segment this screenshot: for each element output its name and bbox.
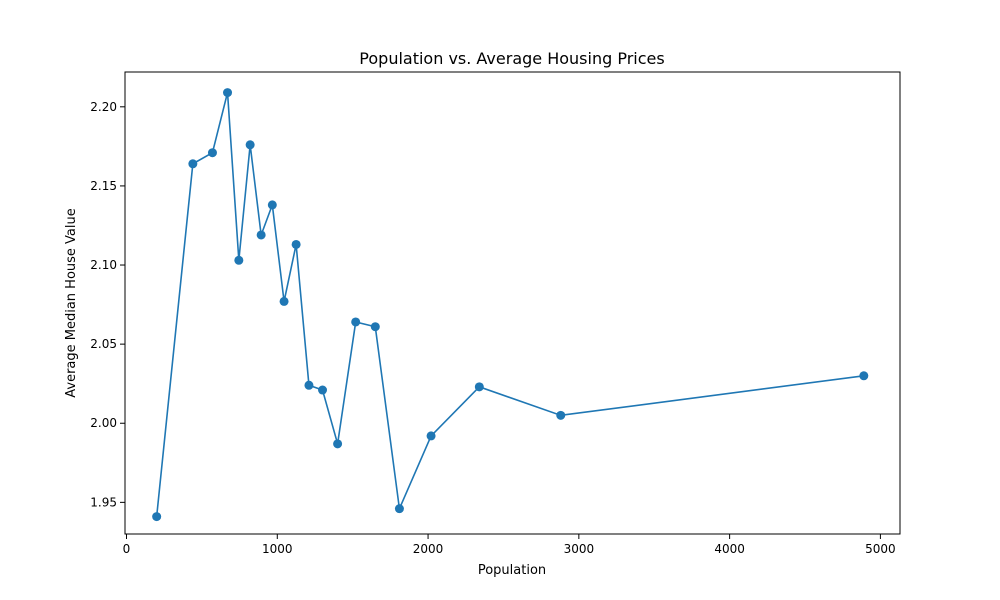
data-point bbox=[370, 322, 380, 332]
data-point bbox=[318, 385, 328, 395]
x-tick-label: 0 bbox=[123, 542, 131, 556]
x-tick-label: 5000 bbox=[865, 542, 896, 556]
y-tick-label: 1.95 bbox=[90, 495, 117, 509]
x-tick-label: 2000 bbox=[413, 542, 444, 556]
data-point bbox=[188, 159, 198, 169]
x-axis: 0 1000 2000 3000 4000 5000 bbox=[123, 534, 896, 556]
data-point bbox=[859, 371, 869, 381]
data-point bbox=[223, 88, 233, 98]
y-tick-label: 2.00 bbox=[90, 416, 117, 430]
x-tick-label: 3000 bbox=[564, 542, 595, 556]
data-point bbox=[245, 140, 255, 150]
y-axis-label: Average Median House Value bbox=[64, 208, 79, 398]
y-tick-label: 2.10 bbox=[90, 258, 117, 272]
data-point bbox=[474, 382, 484, 392]
data-point bbox=[351, 317, 361, 327]
y-tick-label: 2.05 bbox=[90, 337, 117, 351]
series-line bbox=[155, 92, 864, 517]
data-point bbox=[291, 239, 301, 249]
data-point bbox=[333, 439, 343, 449]
data-point bbox=[207, 148, 217, 158]
data-point bbox=[304, 380, 314, 390]
x-tick-label: 1000 bbox=[262, 542, 293, 556]
data-point bbox=[267, 200, 277, 210]
data-point bbox=[256, 230, 266, 240]
plot-frame bbox=[124, 71, 901, 535]
y-tick-label: 2.20 bbox=[90, 100, 117, 114]
data-point bbox=[152, 512, 162, 522]
chart-title: Population vs. Average Housing Prices bbox=[359, 49, 664, 68]
x-tick-label: 4000 bbox=[714, 542, 745, 556]
y-tick-label: 2.15 bbox=[90, 179, 117, 193]
plot-area bbox=[152, 88, 869, 522]
data-point bbox=[279, 296, 289, 306]
x-axis-label: Population bbox=[478, 563, 546, 578]
data-point bbox=[234, 255, 244, 265]
data-point bbox=[556, 410, 566, 420]
data-point bbox=[426, 431, 436, 441]
y-axis: 1.95 2.00 2.05 2.10 2.15 2.20 bbox=[90, 100, 125, 509]
data-point bbox=[394, 504, 404, 514]
